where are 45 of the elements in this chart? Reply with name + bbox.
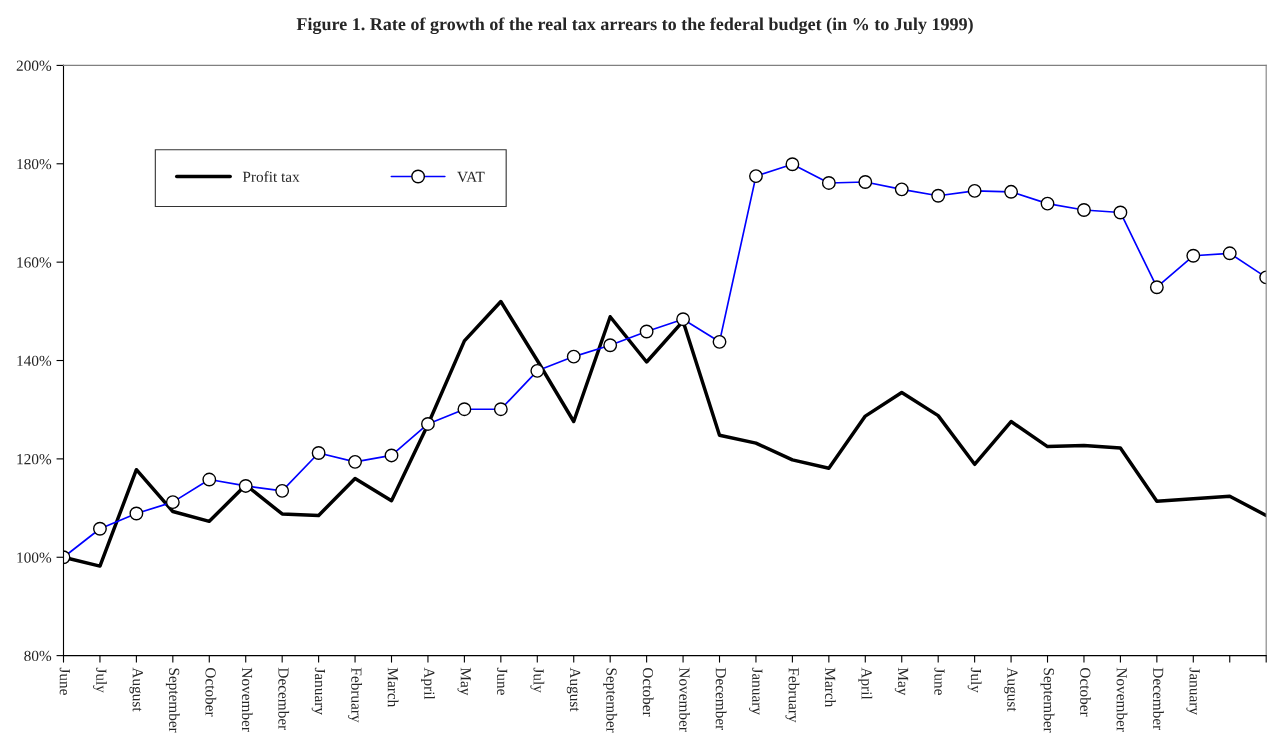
x-tick-label: October: [205, 668, 217, 717]
x-tick-label: June: [497, 667, 508, 695]
x-tick-label: January: [311, 667, 325, 715]
x-tick-label: August: [129, 667, 143, 712]
x-tick-label: March: [387, 667, 399, 708]
x-tick-label: October: [1080, 668, 1091, 717]
x-tick-label: September: [1040, 668, 1055, 733]
point: [238, 478, 253, 493]
chart-title: Figure 1. Rate of growth of the real tax arrears to the federal budget (in % to July 1999): [296, 17, 973, 35]
x-tick-label: September: [603, 668, 618, 733]
x-tick-label: August: [566, 667, 581, 712]
x-tick-label: April: [858, 667, 873, 700]
legend-label: Profit tax: [242, 171, 300, 183]
x-tick-label: August: [1004, 667, 1018, 712]
x-tick-label: June: [59, 667, 70, 695]
legend-label: VAT: [457, 171, 485, 183]
x-tick-label: March: [825, 667, 836, 708]
x-tick-label: December: [278, 667, 290, 731]
x-tick-label: October: [642, 668, 654, 717]
x-tick-label: July: [93, 667, 107, 693]
x-tick-label: May: [457, 667, 471, 696]
x-tick-label: January: [1186, 667, 1200, 715]
x-tick-label: February: [348, 667, 363, 723]
y-tick-label: 80%: [24, 650, 52, 662]
y-tick-label: 180%: [17, 158, 52, 170]
x-tick-label: January: [749, 667, 763, 715]
point: [421, 417, 435, 431]
y-tick-label: 200%: [16, 60, 52, 71]
point: [676, 312, 691, 327]
y-tick-label: 100%: [17, 552, 52, 563]
y-tick-label: 140%: [17, 355, 52, 367]
x-tick-label: April: [421, 667, 435, 700]
x-tick-label: December: [715, 667, 727, 731]
x-tick-label: May: [894, 667, 909, 696]
x-tick-label: November: [679, 667, 690, 732]
y-tick-label: 120%: [17, 454, 52, 465]
x-tick-label: December: [1153, 667, 1164, 731]
x-tick-label: September: [165, 668, 180, 733]
x-tick-label: June: [934, 667, 945, 695]
x-tick-label: February: [785, 667, 800, 723]
x-tick-label: July: [530, 667, 545, 693]
x-tick-label: November: [241, 667, 253, 732]
y-tick-label: 160%: [17, 257, 52, 268]
x-tick-label: July: [967, 667, 982, 693]
x-tick-label: November: [1116, 667, 1128, 732]
